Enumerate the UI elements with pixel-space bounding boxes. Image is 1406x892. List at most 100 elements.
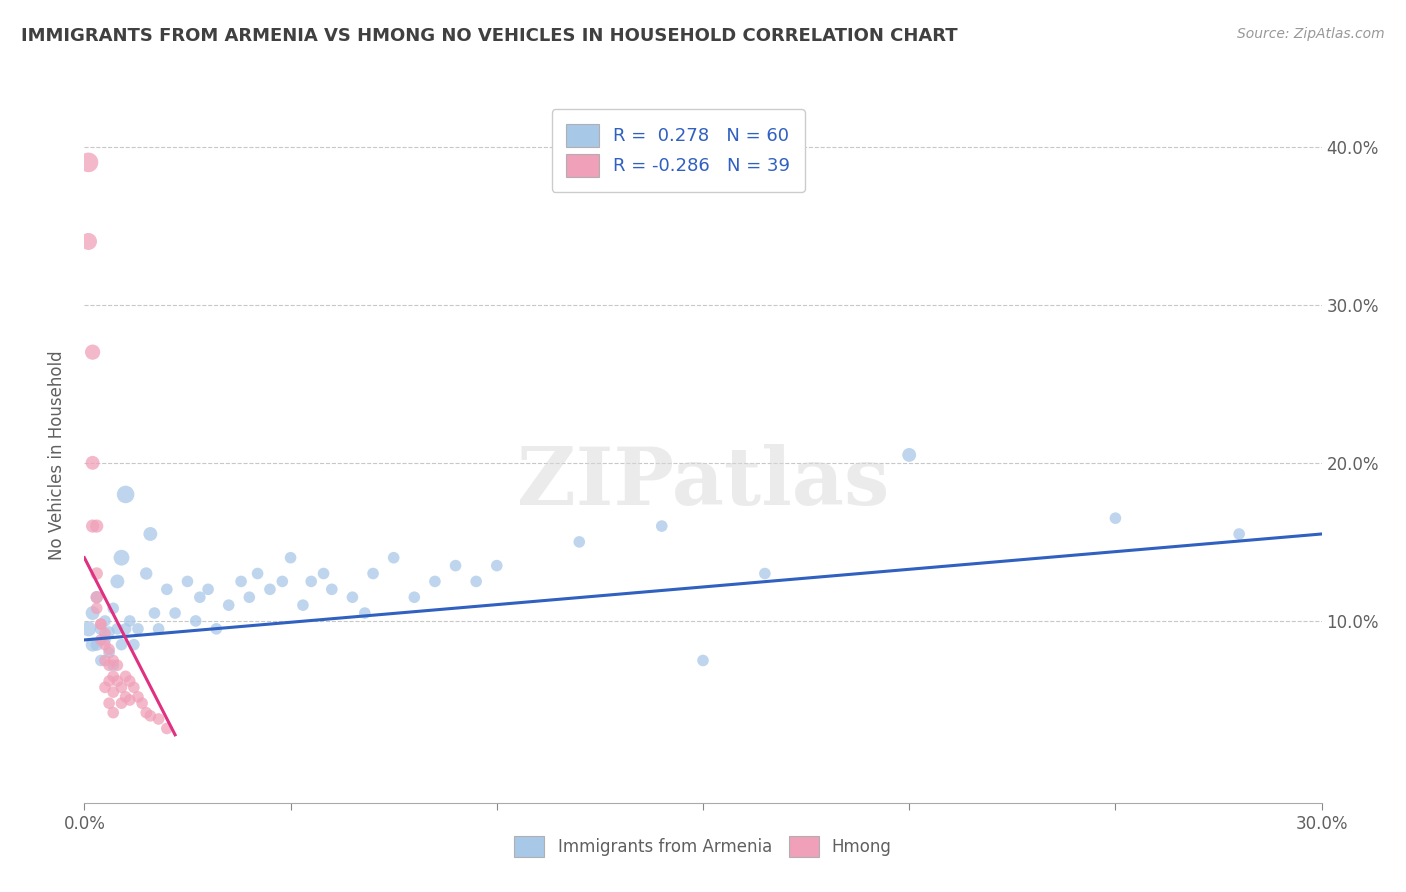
Point	[98, 674, 121, 689]
Point	[86, 591, 108, 605]
Point	[898, 448, 921, 462]
Point	[103, 669, 125, 683]
Point	[114, 669, 136, 683]
Point	[321, 582, 343, 597]
Point	[127, 622, 149, 636]
Point	[103, 601, 125, 615]
Point	[103, 658, 125, 673]
Point	[423, 574, 446, 589]
Point	[94, 653, 117, 667]
Point	[98, 646, 121, 660]
Point	[114, 622, 136, 636]
Point	[122, 638, 145, 652]
Point	[382, 550, 405, 565]
Point	[98, 642, 121, 657]
Point	[118, 614, 141, 628]
Point	[98, 625, 121, 640]
Point	[218, 598, 240, 612]
Point	[86, 519, 108, 533]
Point	[139, 708, 162, 723]
Text: ZIPatlas: ZIPatlas	[517, 443, 889, 522]
Point	[127, 690, 149, 704]
Point	[86, 638, 108, 652]
Point	[82, 606, 104, 620]
Point	[485, 558, 508, 573]
Point	[465, 574, 488, 589]
Point	[110, 550, 132, 565]
Point	[90, 617, 112, 632]
Point	[1227, 527, 1250, 541]
Point	[135, 566, 157, 581]
Point	[197, 582, 219, 597]
Point	[94, 632, 117, 647]
Point	[444, 558, 467, 573]
Point	[94, 681, 117, 695]
Text: Source: ZipAtlas.com: Source: ZipAtlas.com	[1237, 27, 1385, 41]
Point	[148, 622, 170, 636]
Point	[246, 566, 269, 581]
Point	[165, 606, 187, 620]
Point	[103, 706, 125, 720]
Point	[105, 658, 128, 673]
Point	[280, 550, 302, 565]
Point	[82, 345, 104, 359]
Point	[122, 681, 145, 695]
Point	[404, 591, 426, 605]
Point	[299, 574, 322, 589]
Point	[94, 626, 117, 640]
Point	[77, 155, 100, 169]
Point	[86, 601, 108, 615]
Y-axis label: No Vehicles in Household: No Vehicles in Household	[48, 350, 66, 560]
Point	[82, 456, 104, 470]
Point	[139, 527, 162, 541]
Point	[90, 622, 112, 636]
Point	[110, 696, 132, 710]
Point	[114, 690, 136, 704]
Point	[342, 591, 364, 605]
Point	[77, 235, 100, 249]
Point	[90, 617, 112, 632]
Point	[103, 653, 125, 667]
Point	[110, 681, 132, 695]
Text: IMMIGRANTS FROM ARMENIA VS HMONG NO VEHICLES IN HOUSEHOLD CORRELATION CHART: IMMIGRANTS FROM ARMENIA VS HMONG NO VEHI…	[21, 27, 957, 45]
Point	[312, 566, 335, 581]
Point	[131, 696, 153, 710]
Point	[105, 574, 128, 589]
Point	[90, 653, 112, 667]
Point	[353, 606, 375, 620]
Point	[82, 519, 104, 533]
Point	[291, 598, 314, 612]
Point	[90, 632, 112, 647]
Point	[110, 638, 132, 652]
Point	[105, 674, 128, 689]
Point	[98, 658, 121, 673]
Point	[105, 622, 128, 636]
Point	[118, 674, 141, 689]
Point	[754, 566, 776, 581]
Point	[86, 566, 108, 581]
Point	[143, 606, 166, 620]
Point	[259, 582, 281, 597]
Point	[361, 566, 384, 581]
Point	[135, 706, 157, 720]
Point	[77, 622, 100, 636]
Point	[651, 519, 673, 533]
Point	[184, 614, 207, 628]
Point	[94, 638, 117, 652]
Point	[238, 591, 260, 605]
Point	[114, 487, 136, 501]
Point	[271, 574, 294, 589]
Point	[118, 693, 141, 707]
Point	[692, 653, 714, 667]
Point	[188, 591, 211, 605]
Point	[103, 685, 125, 699]
Point	[1104, 511, 1126, 525]
Point	[148, 712, 170, 726]
Point	[568, 534, 591, 549]
Point	[205, 622, 228, 636]
Legend: Immigrants from Armenia, Hmong: Immigrants from Armenia, Hmong	[508, 830, 898, 864]
Point	[82, 638, 104, 652]
Point	[86, 591, 108, 605]
Point	[156, 582, 179, 597]
Point	[176, 574, 198, 589]
